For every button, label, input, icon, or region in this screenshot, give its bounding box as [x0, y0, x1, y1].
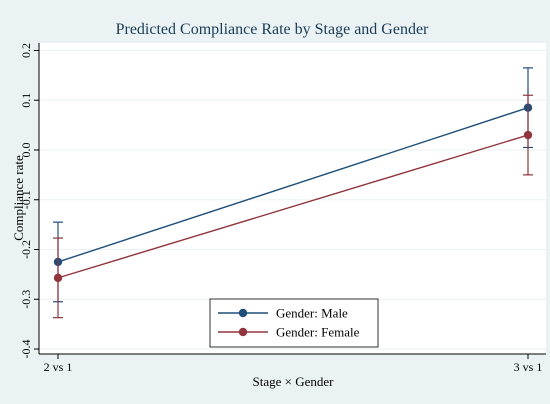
legend-label: Gender: Female: [276, 325, 360, 340]
y-tick-label: 0.1: [19, 93, 33, 108]
x-ticks: 2 vs 1 3 vs 1: [44, 354, 543, 374]
y-tick-label: -0.1: [19, 190, 33, 209]
legend: Gender: Male Gender: Female: [209, 298, 379, 348]
y-tick-label: -0.2: [19, 240, 33, 259]
x-tick-label: 3 vs 1: [514, 360, 543, 374]
chart-title: Predicted Compliance Rate by Stage and G…: [116, 21, 429, 38]
y-tick-label: 0.2: [19, 43, 33, 58]
y-axis-label: Compliance rate: [11, 155, 26, 241]
series-line: [57, 107, 529, 263]
series-layer: [53, 67, 533, 319]
x-axis-label: Stage × Gender: [253, 374, 335, 389]
y-tick-label: -0.3: [19, 290, 33, 309]
series: [53, 94, 533, 319]
y-tick-label: 0.0: [19, 142, 33, 157]
y-ticks: -0.4 -0.3 -0.2 -0.1 0.0 0.1 0.2: [19, 43, 39, 359]
legend-marker: [238, 327, 248, 337]
legend-marker: [238, 308, 248, 318]
legend-label: Gender: Male: [276, 306, 348, 321]
data-point: [523, 130, 533, 140]
y-tick-label: -0.4: [19, 340, 33, 359]
x-tick-label: 2 vs 1: [44, 360, 73, 374]
series-line: [57, 134, 529, 279]
data-point: [53, 273, 63, 283]
gridlines: [39, 49, 546, 350]
legend-box: [209, 298, 379, 348]
